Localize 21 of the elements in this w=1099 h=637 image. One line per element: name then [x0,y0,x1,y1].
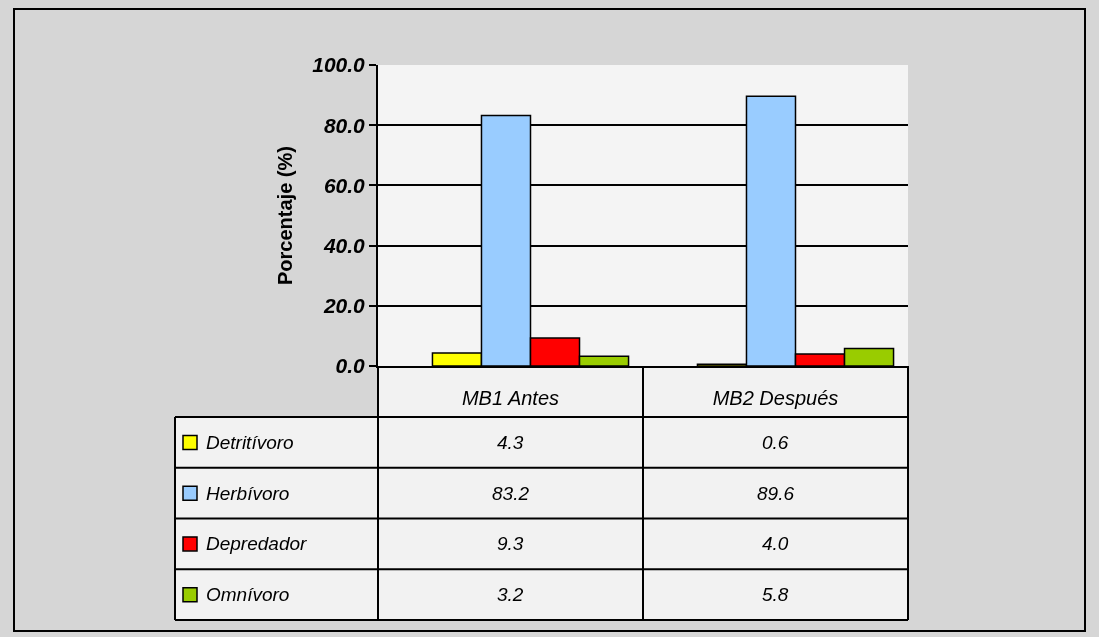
legend-label: Detritívoro [206,432,294,453]
y-tick-label: 100.0 [312,53,366,77]
y-axis-title: Porcentaje (%) [274,146,297,285]
y-tick-label: 40.0 [322,233,366,257]
data-label: 83.2 [492,483,530,504]
y-tick-label: 60.0 [323,173,366,197]
data-label: 9.3 [497,533,524,554]
y-tick-label: 80.0 [323,113,366,137]
data-label: 89.6 [757,483,795,504]
data-label: 5.8 [762,584,789,605]
data-label: 3.2 [497,584,524,605]
legend-label: Herbívoro [206,483,290,504]
x-tick-label: MB2 Después [712,387,839,409]
y-tick-label: 0.0 [335,354,366,378]
data-label: 0.6 [762,432,789,453]
data-label: 4.3 [497,432,524,453]
x-tick-label: MB1 Antes [461,387,560,409]
y-tick-label: 20.0 [322,294,366,318]
legend-label: Depredador [206,533,308,554]
legend-label: Omnívoro [206,584,290,605]
data-label: 4.0 [762,533,789,554]
